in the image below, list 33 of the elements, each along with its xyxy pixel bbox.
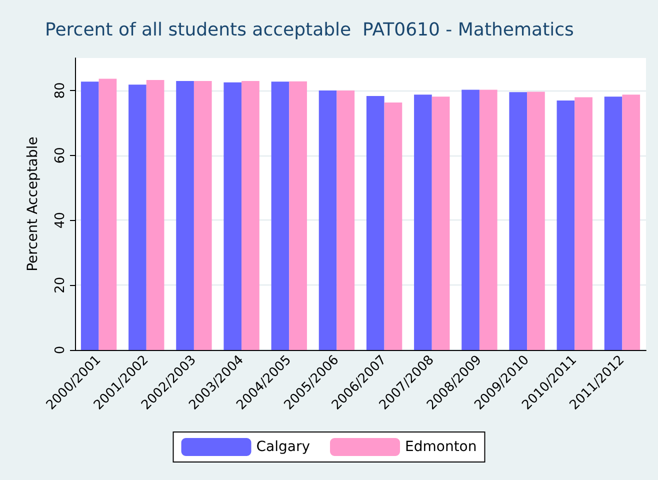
legend-label: Edmonton xyxy=(405,439,477,455)
bar xyxy=(80,82,99,350)
bar xyxy=(98,78,117,350)
bar xyxy=(527,92,545,350)
bar xyxy=(432,96,450,350)
chart-title: Percent of all students acceptable PAT0610 - Mathematics xyxy=(45,20,574,40)
bar xyxy=(622,94,640,350)
y-tick-label: 60 xyxy=(53,147,68,164)
bar xyxy=(194,81,212,350)
bar xyxy=(574,97,592,350)
y-tick-label: 40 xyxy=(53,212,68,228)
bar xyxy=(271,82,290,350)
bar xyxy=(384,102,402,350)
bar xyxy=(336,90,355,350)
bar xyxy=(509,92,528,350)
y-tick-label: 20 xyxy=(53,276,68,294)
bar xyxy=(462,90,480,350)
y-tick-label: 0 xyxy=(53,346,68,354)
bar xyxy=(224,82,242,350)
bar xyxy=(318,90,337,350)
bar xyxy=(366,96,384,350)
bar xyxy=(604,96,622,350)
bar xyxy=(556,100,575,350)
bar xyxy=(242,81,260,350)
legend-label: Calgary xyxy=(256,439,310,455)
bar xyxy=(128,84,146,350)
bar xyxy=(289,81,307,350)
y-tick-label: 80 xyxy=(53,82,68,99)
bar xyxy=(176,81,194,350)
bar xyxy=(414,94,432,350)
y-axis-title: Percent Acceptable xyxy=(25,136,41,272)
bar xyxy=(146,80,164,350)
bar xyxy=(479,90,498,350)
